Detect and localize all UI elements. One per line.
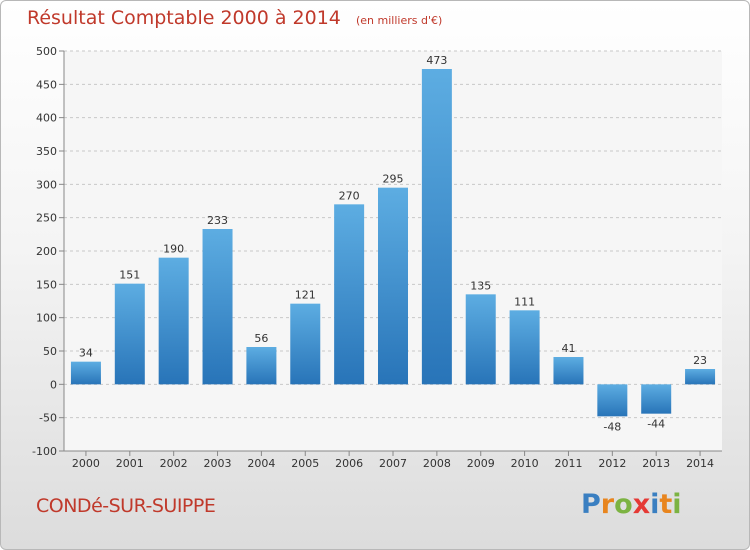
bar: [597, 384, 628, 417]
bar-value-label: -48: [603, 420, 621, 433]
y-tick-label: 500: [36, 45, 57, 58]
commune-name: CONDé-SUR-SUIPPE: [36, 495, 216, 517]
logo-letter: t: [659, 489, 673, 520]
proxiti-logo: Proxiti: [581, 489, 682, 520]
x-tick-label: 2009: [467, 457, 495, 470]
x-tick-label: 2011: [554, 457, 582, 470]
bar: [421, 69, 452, 385]
bars: [70, 69, 716, 417]
y-tick-label: 50: [43, 345, 57, 358]
y-tick-label: -50: [39, 412, 57, 425]
x-tick-label: 2010: [511, 457, 539, 470]
x-tick-label: 2014: [686, 457, 714, 470]
bar: [685, 369, 716, 385]
y-tick-label: 0: [50, 378, 57, 391]
bar-value-label: 111: [514, 295, 535, 308]
x-tick-label: 2012: [598, 457, 626, 470]
y-tick-label: 450: [36, 78, 57, 91]
y-tick-label: -100: [32, 445, 57, 458]
bar: [290, 303, 321, 385]
bar: [465, 294, 496, 385]
x-tick-label: 2008: [423, 457, 451, 470]
bar: [641, 384, 672, 414]
chart-title: Résultat Comptable 2000 à 2014: [27, 7, 341, 29]
bar: [509, 310, 540, 385]
logo-letter: P: [581, 489, 601, 520]
x-tick-label: 2005: [291, 457, 319, 470]
y-tick-label: 350: [36, 145, 57, 158]
x-tick-label: 2007: [379, 457, 407, 470]
bar-value-label: 34: [79, 347, 93, 360]
y-tick-label: 400: [36, 112, 57, 125]
x-tick-label: 2002: [160, 457, 188, 470]
chart-header: Résultat Comptable 2000 à 2014 (en milli…: [27, 7, 442, 29]
bar: [70, 361, 101, 385]
bar-value-label: 121: [295, 289, 316, 302]
bar-value-label: 56: [254, 332, 268, 345]
x-tick-label: 2001: [116, 457, 144, 470]
logo-letter: i: [650, 489, 660, 520]
x-tick-label: 2006: [335, 457, 363, 470]
x-axis-ticks: 2000 2001 2002 2003 2004 2005 2006 2007 2008 2009…: [72, 451, 714, 470]
y-tick-label: 200: [36, 245, 57, 258]
bar-value-label: 41: [561, 342, 575, 355]
bar: [334, 204, 365, 385]
logo-letter: x: [632, 489, 651, 520]
logo-letter: i: [672, 489, 682, 520]
y-tick-label: 150: [36, 278, 57, 291]
bar-value-label: 190: [163, 243, 184, 256]
bar: [158, 257, 189, 385]
value-labels: 34 151 190 233 56 121 270 295 473 135 111 41 -48 -44 2…: [79, 54, 707, 433]
chart-unit: (en milliers d'€): [355, 14, 443, 27]
bar: [246, 347, 277, 385]
y-tick-label: 300: [36, 178, 57, 191]
x-tick-label: 2013: [642, 457, 670, 470]
bar-value-label: -44: [647, 418, 665, 431]
x-tick-label: 2004: [247, 457, 275, 470]
bar-value-label: 233: [207, 214, 228, 227]
bar: [553, 357, 584, 385]
bar: [378, 187, 408, 385]
x-tick-label: 2003: [204, 457, 232, 470]
bar: [114, 283, 145, 385]
y-tick-label: 250: [36, 212, 57, 225]
logo-letter: r: [600, 489, 615, 520]
bar-value-label: 295: [383, 173, 404, 186]
bar-value-label: 23: [693, 354, 707, 367]
y-axis-ticks: -100 -50 0 50 100 150 200 250 300 350 400 450 500: [32, 45, 64, 458]
x-tick-label: 2000: [72, 457, 100, 470]
bar-value-label: 135: [470, 279, 491, 292]
bar-value-label: 473: [426, 54, 447, 67]
bar-value-label: 151: [119, 269, 140, 282]
bar-value-label: 270: [339, 189, 360, 202]
bar: [202, 229, 233, 385]
y-tick-label: 100: [36, 312, 57, 325]
logo-letter: o: [614, 489, 633, 520]
